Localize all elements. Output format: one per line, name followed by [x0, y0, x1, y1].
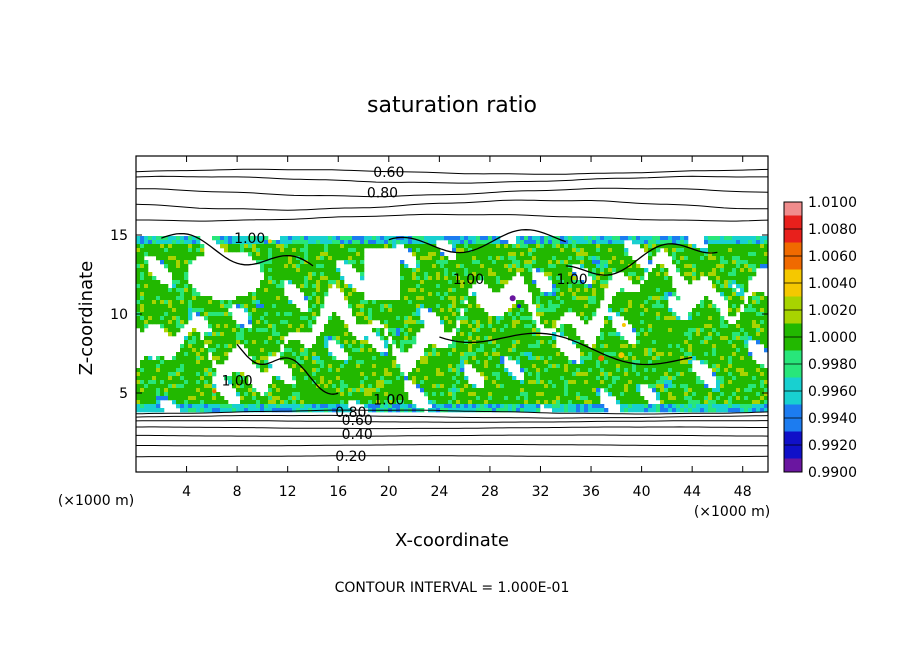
contour-label: 1.00: [234, 231, 265, 247]
colorbar-swatch: [784, 202, 802, 216]
x-tick-label: 24: [430, 484, 448, 500]
colorbar-swatch: [784, 350, 802, 364]
colorbar-swatch: [784, 431, 802, 445]
colorbar-label: 0.9900: [808, 465, 857, 481]
colorbar-label: 1.0020: [808, 303, 857, 319]
contour-label: 0.60: [342, 413, 373, 429]
contour-label: 0.80: [367, 185, 398, 201]
x-tick-label: 48: [734, 484, 752, 500]
colorbar-swatch: [784, 269, 802, 283]
chart-title: saturation ratio: [367, 93, 537, 118]
colorbar-swatch: [784, 229, 802, 243]
colorbar-swatch: [784, 377, 802, 391]
x-tick-label: 36: [582, 484, 600, 500]
y-axis-unit: (×1000 m): [58, 493, 134, 509]
colorbar-swatch: [784, 310, 802, 324]
x-tick-label: 32: [532, 484, 550, 500]
colorbar-label: 1.0080: [808, 222, 857, 238]
colorbar-swatch: [784, 283, 802, 297]
x-tick-label: 20: [380, 484, 398, 500]
colorbar-swatch: [784, 323, 802, 337]
x-axis-label: X-coordinate: [395, 530, 509, 551]
colorbar-swatch: [784, 458, 802, 472]
contour-label: 0.40: [342, 427, 373, 443]
colorbar-label: 1.0060: [808, 249, 857, 265]
plot-area: 0.600.801.001.00 1.001.001.000.800.600.40…: [136, 156, 768, 472]
colorbar-swatch: [784, 364, 802, 378]
contour-label: 1.00: [222, 373, 253, 389]
colorbar-swatch: [784, 445, 802, 459]
x-tick-label: 8: [233, 484, 242, 500]
colorbar-swatch: [784, 404, 802, 418]
colorbar-swatch: [784, 391, 802, 405]
x-tick-label: 16: [329, 484, 347, 500]
x-tick-label: 40: [633, 484, 651, 500]
colorbar-label: 1.0000: [808, 330, 857, 346]
colorbar-swatch: [784, 296, 802, 310]
x-tick-label: 4: [182, 484, 191, 500]
colorbar-label: 0.9920: [808, 438, 857, 454]
colorbar-swatch: [784, 215, 802, 229]
y-tick-label: 10: [110, 307, 128, 323]
colorbar-swatch: [784, 418, 802, 432]
colorbar-label: 1.0040: [808, 276, 857, 292]
contour-label: 1.00: [556, 272, 587, 288]
colorbar-label: 0.9960: [808, 384, 857, 400]
contour-interval-note: CONTOUR INTERVAL = 1.000E-01: [335, 580, 570, 596]
contour-label: 1.00: [373, 392, 404, 408]
contour-label: 0.20: [335, 449, 366, 465]
y-axis-label: Z-coordinate: [76, 261, 97, 376]
colorbar-label: 0.9940: [808, 411, 857, 427]
colorbar-swatch: [784, 256, 802, 270]
colorbar-swatch: [784, 337, 802, 351]
y-tick-label: 15: [110, 228, 128, 244]
contour-label: 0.80: [335, 405, 366, 421]
colorbar-swatch: [784, 242, 802, 256]
y-tick-label: 5: [119, 386, 128, 402]
x-axis-unit: (×1000 m): [694, 504, 770, 520]
colorbar: 1.0100 1.0080 1.0060 1.0040 1.0020 1.0000 0.99…: [783, 195, 857, 481]
contour-label: 0.60: [373, 165, 404, 181]
x-tick-label: 44: [683, 484, 701, 500]
contour-label: 1.00: [453, 272, 484, 288]
x-tick-label: 28: [481, 484, 499, 500]
x-tick-label: 12: [279, 484, 297, 500]
colorbar-label: 0.9980: [808, 357, 857, 373]
colorbar-label: 1.0100: [808, 195, 857, 211]
